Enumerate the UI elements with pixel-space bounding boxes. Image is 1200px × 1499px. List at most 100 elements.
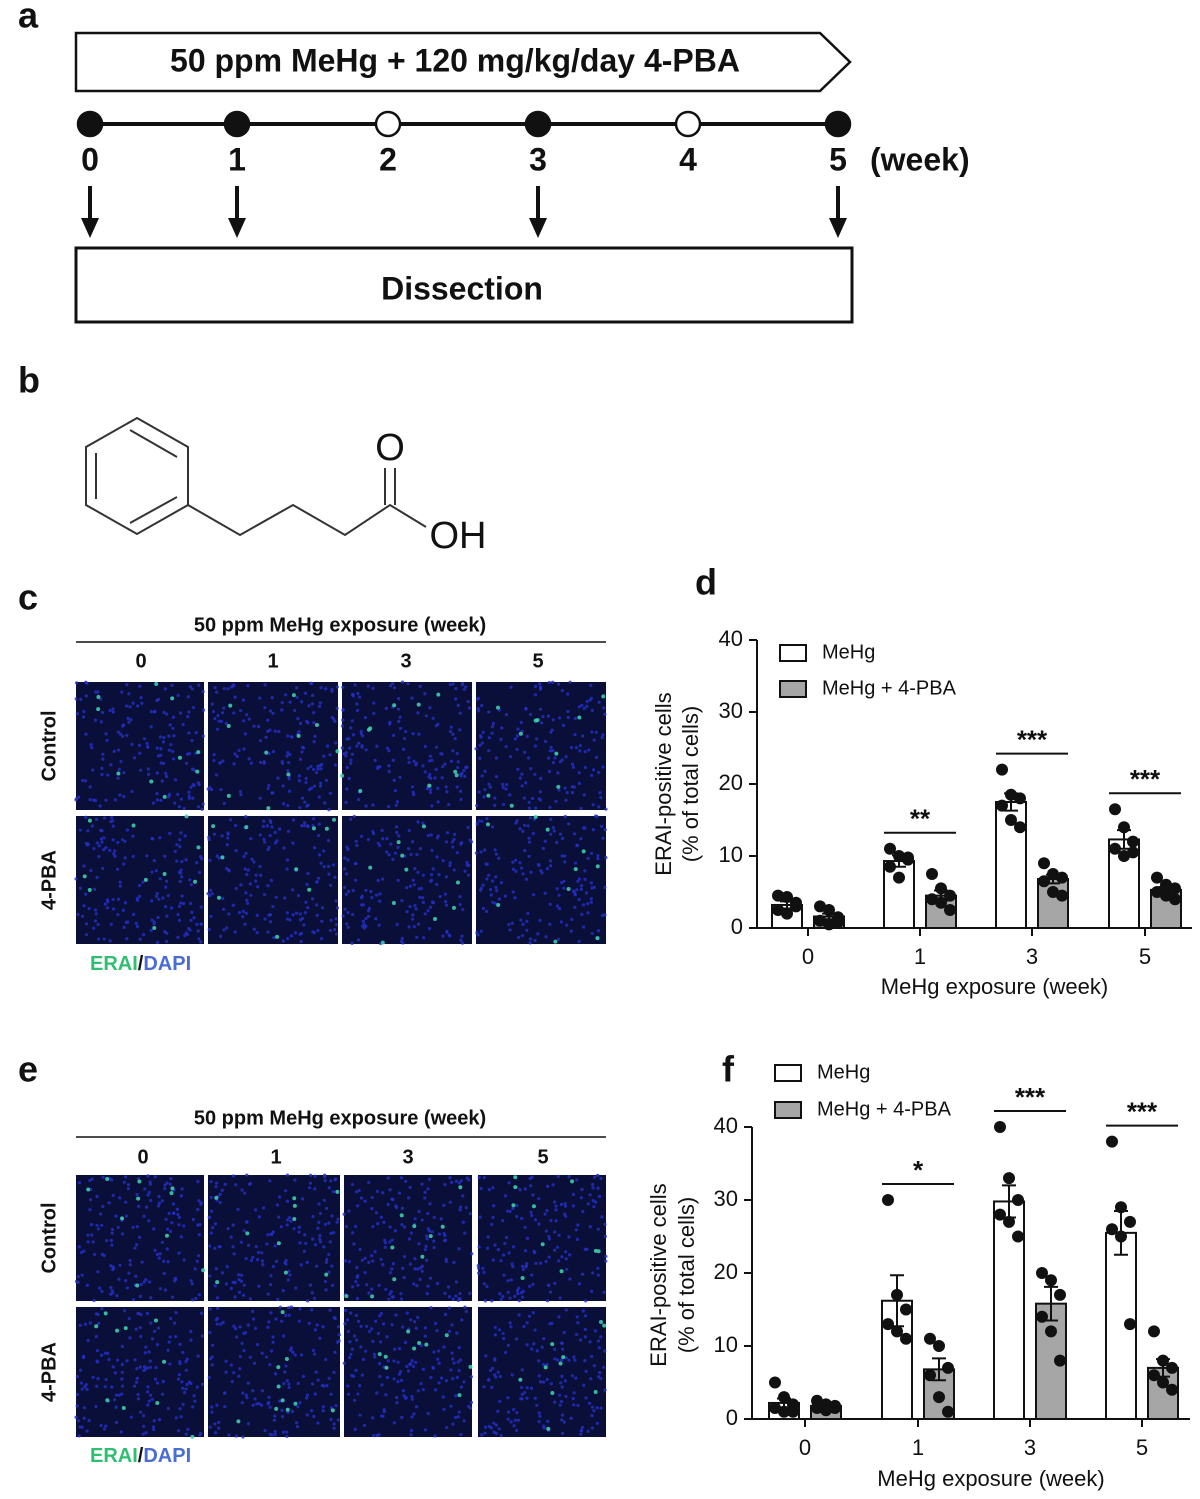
data-point: [926, 893, 938, 906]
nucleus: [272, 1418, 277, 1422]
nucleus: [503, 1241, 507, 1246]
nucleus: [294, 911, 299, 915]
nucleus: [524, 706, 528, 710]
nucleus: [324, 1288, 328, 1292]
nucleus: [191, 1217, 195, 1222]
nucleus: [118, 793, 122, 797]
nucleus: [502, 1336, 506, 1341]
data-point: [1166, 1361, 1178, 1374]
nucleus: [317, 822, 321, 826]
erai-signal: [280, 1310, 285, 1315]
erai-signal: [543, 1365, 548, 1370]
nucleus: [511, 890, 515, 894]
nucleus: [578, 1338, 583, 1342]
nucleus: [543, 1212, 547, 1216]
micrograph-image: [342, 1175, 474, 1302]
nucleus: [293, 1178, 297, 1182]
nucleus: [183, 1391, 187, 1395]
stain-blue: DAPI: [143, 1445, 191, 1467]
nucleus: [507, 1181, 511, 1185]
micrograph-image: [74, 680, 206, 811]
nucleus: [79, 697, 83, 702]
erai-signal: [559, 1269, 564, 1274]
nucleus: [311, 767, 316, 772]
nucleus: [227, 912, 231, 916]
nucleus: [377, 899, 382, 903]
nucleus: [212, 832, 217, 836]
data-point: [935, 882, 947, 895]
data-point: [1056, 889, 1068, 902]
erai-signal: [573, 867, 578, 872]
nucleus: [305, 1393, 310, 1397]
nucleus: [590, 931, 594, 936]
nucleus: [251, 1317, 256, 1321]
nucleus: [227, 1433, 231, 1437]
nucleus: [146, 745, 150, 749]
nucleus: [370, 1253, 374, 1258]
erai-signal: [332, 817, 337, 822]
nucleus: [521, 1267, 525, 1272]
nucleus: [167, 1340, 171, 1344]
erai-signal: [370, 1294, 375, 1299]
nucleus: [454, 1280, 459, 1284]
nucleus: [336, 1418, 340, 1422]
erai-signal: [558, 1361, 563, 1366]
nucleus: [426, 1284, 430, 1288]
nucleus: [526, 824, 530, 828]
y-axis-label: (% of total cells): [678, 706, 703, 863]
nucleus: [285, 911, 290, 915]
column-label: 5: [532, 650, 543, 672]
erai-signal: [468, 1364, 473, 1369]
nucleus: [259, 1403, 264, 1407]
nucleus: [522, 1324, 526, 1329]
nucleus: [544, 935, 548, 939]
data-point: [1054, 1354, 1066, 1367]
nucleus: [482, 1270, 486, 1274]
nucleus: [370, 895, 374, 900]
nucleus: [506, 1396, 510, 1400]
nucleus: [407, 756, 411, 760]
nucleus: [564, 1356, 568, 1360]
nucleus: [431, 867, 435, 871]
nucleus: [159, 761, 163, 765]
nucleus: [148, 1359, 152, 1363]
nucleus: [190, 1298, 195, 1302]
erai-signal: [427, 783, 432, 788]
nucleus: [375, 1189, 379, 1194]
nucleus: [100, 710, 105, 715]
nucleus: [235, 754, 239, 758]
nucleus: [201, 734, 205, 738]
significance-label: ***: [1015, 1082, 1046, 1112]
nucleus: [192, 916, 196, 920]
nucleus: [245, 901, 250, 905]
nucleus: [437, 1232, 441, 1236]
nucleus: [592, 1205, 596, 1209]
nucleus: [477, 1271, 481, 1275]
nucleus: [354, 1338, 359, 1342]
nucleus: [589, 897, 593, 901]
nucleus: [434, 745, 439, 749]
nucleus: [234, 1434, 239, 1438]
nucleus: [118, 732, 123, 736]
nucleus: [599, 1335, 603, 1339]
nucleus: [460, 1318, 464, 1322]
nucleus: [332, 1426, 336, 1430]
nucleus: [345, 737, 349, 741]
nucleus: [480, 741, 484, 745]
nucleus: [418, 684, 422, 688]
nucleus: [164, 939, 169, 944]
nucleus: [551, 718, 555, 722]
nucleus: [317, 795, 321, 799]
banner-text: 50 ppm MeHg + 120 mg/kg/day 4-PBA: [170, 42, 740, 78]
nucleus: [88, 1208, 92, 1212]
erai-signal: [330, 1408, 335, 1413]
nucleus: [538, 790, 542, 794]
nucleus: [281, 784, 285, 788]
nucleus: [402, 1255, 407, 1259]
nucleus: [115, 1294, 119, 1298]
nucleus: [324, 1357, 328, 1362]
nucleus: [354, 878, 358, 882]
nucleus: [147, 1219, 151, 1223]
nucleus: [137, 1235, 142, 1239]
nucleus: [316, 1226, 320, 1230]
